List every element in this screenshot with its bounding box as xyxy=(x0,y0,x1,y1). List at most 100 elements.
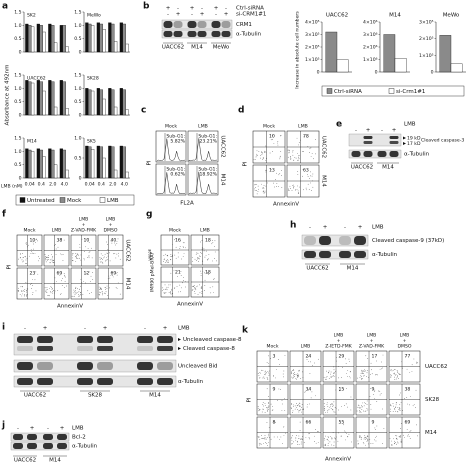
event-dot xyxy=(345,363,347,364)
y-tick-label: 0.5 xyxy=(74,99,81,105)
event-dot xyxy=(104,293,106,295)
blot-band xyxy=(304,236,316,245)
event-dot xyxy=(307,146,309,147)
event-dot xyxy=(295,374,297,375)
event-dot xyxy=(343,424,345,426)
event-dot xyxy=(265,438,267,440)
event-dot xyxy=(382,443,384,444)
y-tick-label: 0 xyxy=(375,70,378,76)
event-dot xyxy=(409,404,410,406)
sign: - xyxy=(177,6,179,12)
event-dot xyxy=(73,289,75,291)
event-dot xyxy=(327,438,328,440)
event-dot xyxy=(375,429,376,430)
bar xyxy=(383,34,396,73)
event-dot xyxy=(285,432,286,434)
event-dot xyxy=(263,190,264,192)
event-dot xyxy=(308,433,310,435)
event-dot xyxy=(203,248,205,250)
event-dot xyxy=(413,358,415,360)
event-dot xyxy=(375,440,377,442)
event-dot xyxy=(288,190,290,192)
event-dot xyxy=(165,288,167,290)
event-dot xyxy=(363,374,365,376)
x-axis-label: AnnexinV xyxy=(273,202,299,208)
event-dot xyxy=(265,171,267,173)
event-dot xyxy=(296,189,298,190)
bar xyxy=(122,89,126,116)
event-dot xyxy=(367,435,368,437)
event-dot xyxy=(83,251,85,252)
legend-label: Ctrl-siRNA xyxy=(334,89,362,95)
sign: + xyxy=(103,326,108,332)
event-dot xyxy=(324,405,325,407)
event-dot xyxy=(292,184,294,186)
event-dot xyxy=(361,369,363,371)
quadrant-value: 18 xyxy=(205,270,211,276)
event-dot xyxy=(92,272,94,273)
event-dot xyxy=(362,378,363,380)
event-dot xyxy=(296,378,297,380)
bar xyxy=(36,80,40,116)
event-dot xyxy=(263,191,265,192)
event-dot xyxy=(291,443,293,445)
event-dot xyxy=(34,279,36,281)
bar xyxy=(36,148,40,179)
event-dot xyxy=(213,246,215,247)
event-dot xyxy=(82,294,84,295)
event-dot xyxy=(302,371,303,373)
event-dot xyxy=(273,436,275,438)
event-dot xyxy=(26,257,28,259)
event-dot xyxy=(106,241,107,243)
blot-band xyxy=(351,151,361,157)
event-dot xyxy=(362,373,364,375)
event-dot xyxy=(308,437,310,439)
row-label: M14 xyxy=(321,175,327,187)
event-dot xyxy=(61,285,63,286)
chart-title: MeWo xyxy=(443,13,460,19)
y-tick-label: 2×10⁵ xyxy=(305,45,320,51)
quadrant-value: 10 xyxy=(269,134,275,140)
band-label: α-Tubulin xyxy=(404,152,430,158)
event-dot xyxy=(367,409,369,411)
event-dot xyxy=(163,292,165,294)
event-dot xyxy=(376,435,377,437)
event-dot xyxy=(299,186,300,188)
y-tick-label: 2×10⁵ xyxy=(419,36,434,42)
event-dot xyxy=(175,257,177,259)
event-dot xyxy=(298,443,300,445)
event-dot xyxy=(265,370,266,372)
event-dot xyxy=(284,410,286,411)
quadrant-value: 3 xyxy=(273,354,276,360)
event-dot xyxy=(331,403,333,404)
blot-band xyxy=(37,378,53,385)
event-dot xyxy=(361,405,362,407)
event-dot xyxy=(208,254,210,256)
event-dot xyxy=(341,406,342,407)
event-dot xyxy=(390,374,391,376)
event-dot xyxy=(395,410,396,412)
event-dot xyxy=(284,355,286,356)
y-tick-label: 3×10⁵ xyxy=(305,32,320,38)
event-dot xyxy=(390,405,392,407)
event-dot xyxy=(278,174,280,176)
event-dot xyxy=(73,292,75,294)
event-dot xyxy=(50,292,52,294)
lane-label: M14 xyxy=(191,45,203,51)
event-dot xyxy=(332,404,334,406)
event-dot xyxy=(314,435,315,437)
bar xyxy=(48,80,52,116)
event-dot xyxy=(260,443,262,445)
event-dot xyxy=(366,400,368,402)
blot-band xyxy=(27,443,37,449)
event-dot xyxy=(89,293,90,294)
event-dot xyxy=(30,253,32,254)
blot-band xyxy=(339,236,351,245)
event-dot xyxy=(311,152,313,154)
y-tick-label: 2×10⁶ xyxy=(363,45,378,51)
panel-letter: e xyxy=(336,120,342,130)
event-dot xyxy=(345,439,346,441)
event-dot xyxy=(177,256,179,258)
event-dot xyxy=(359,437,360,438)
event-dot xyxy=(328,409,330,411)
